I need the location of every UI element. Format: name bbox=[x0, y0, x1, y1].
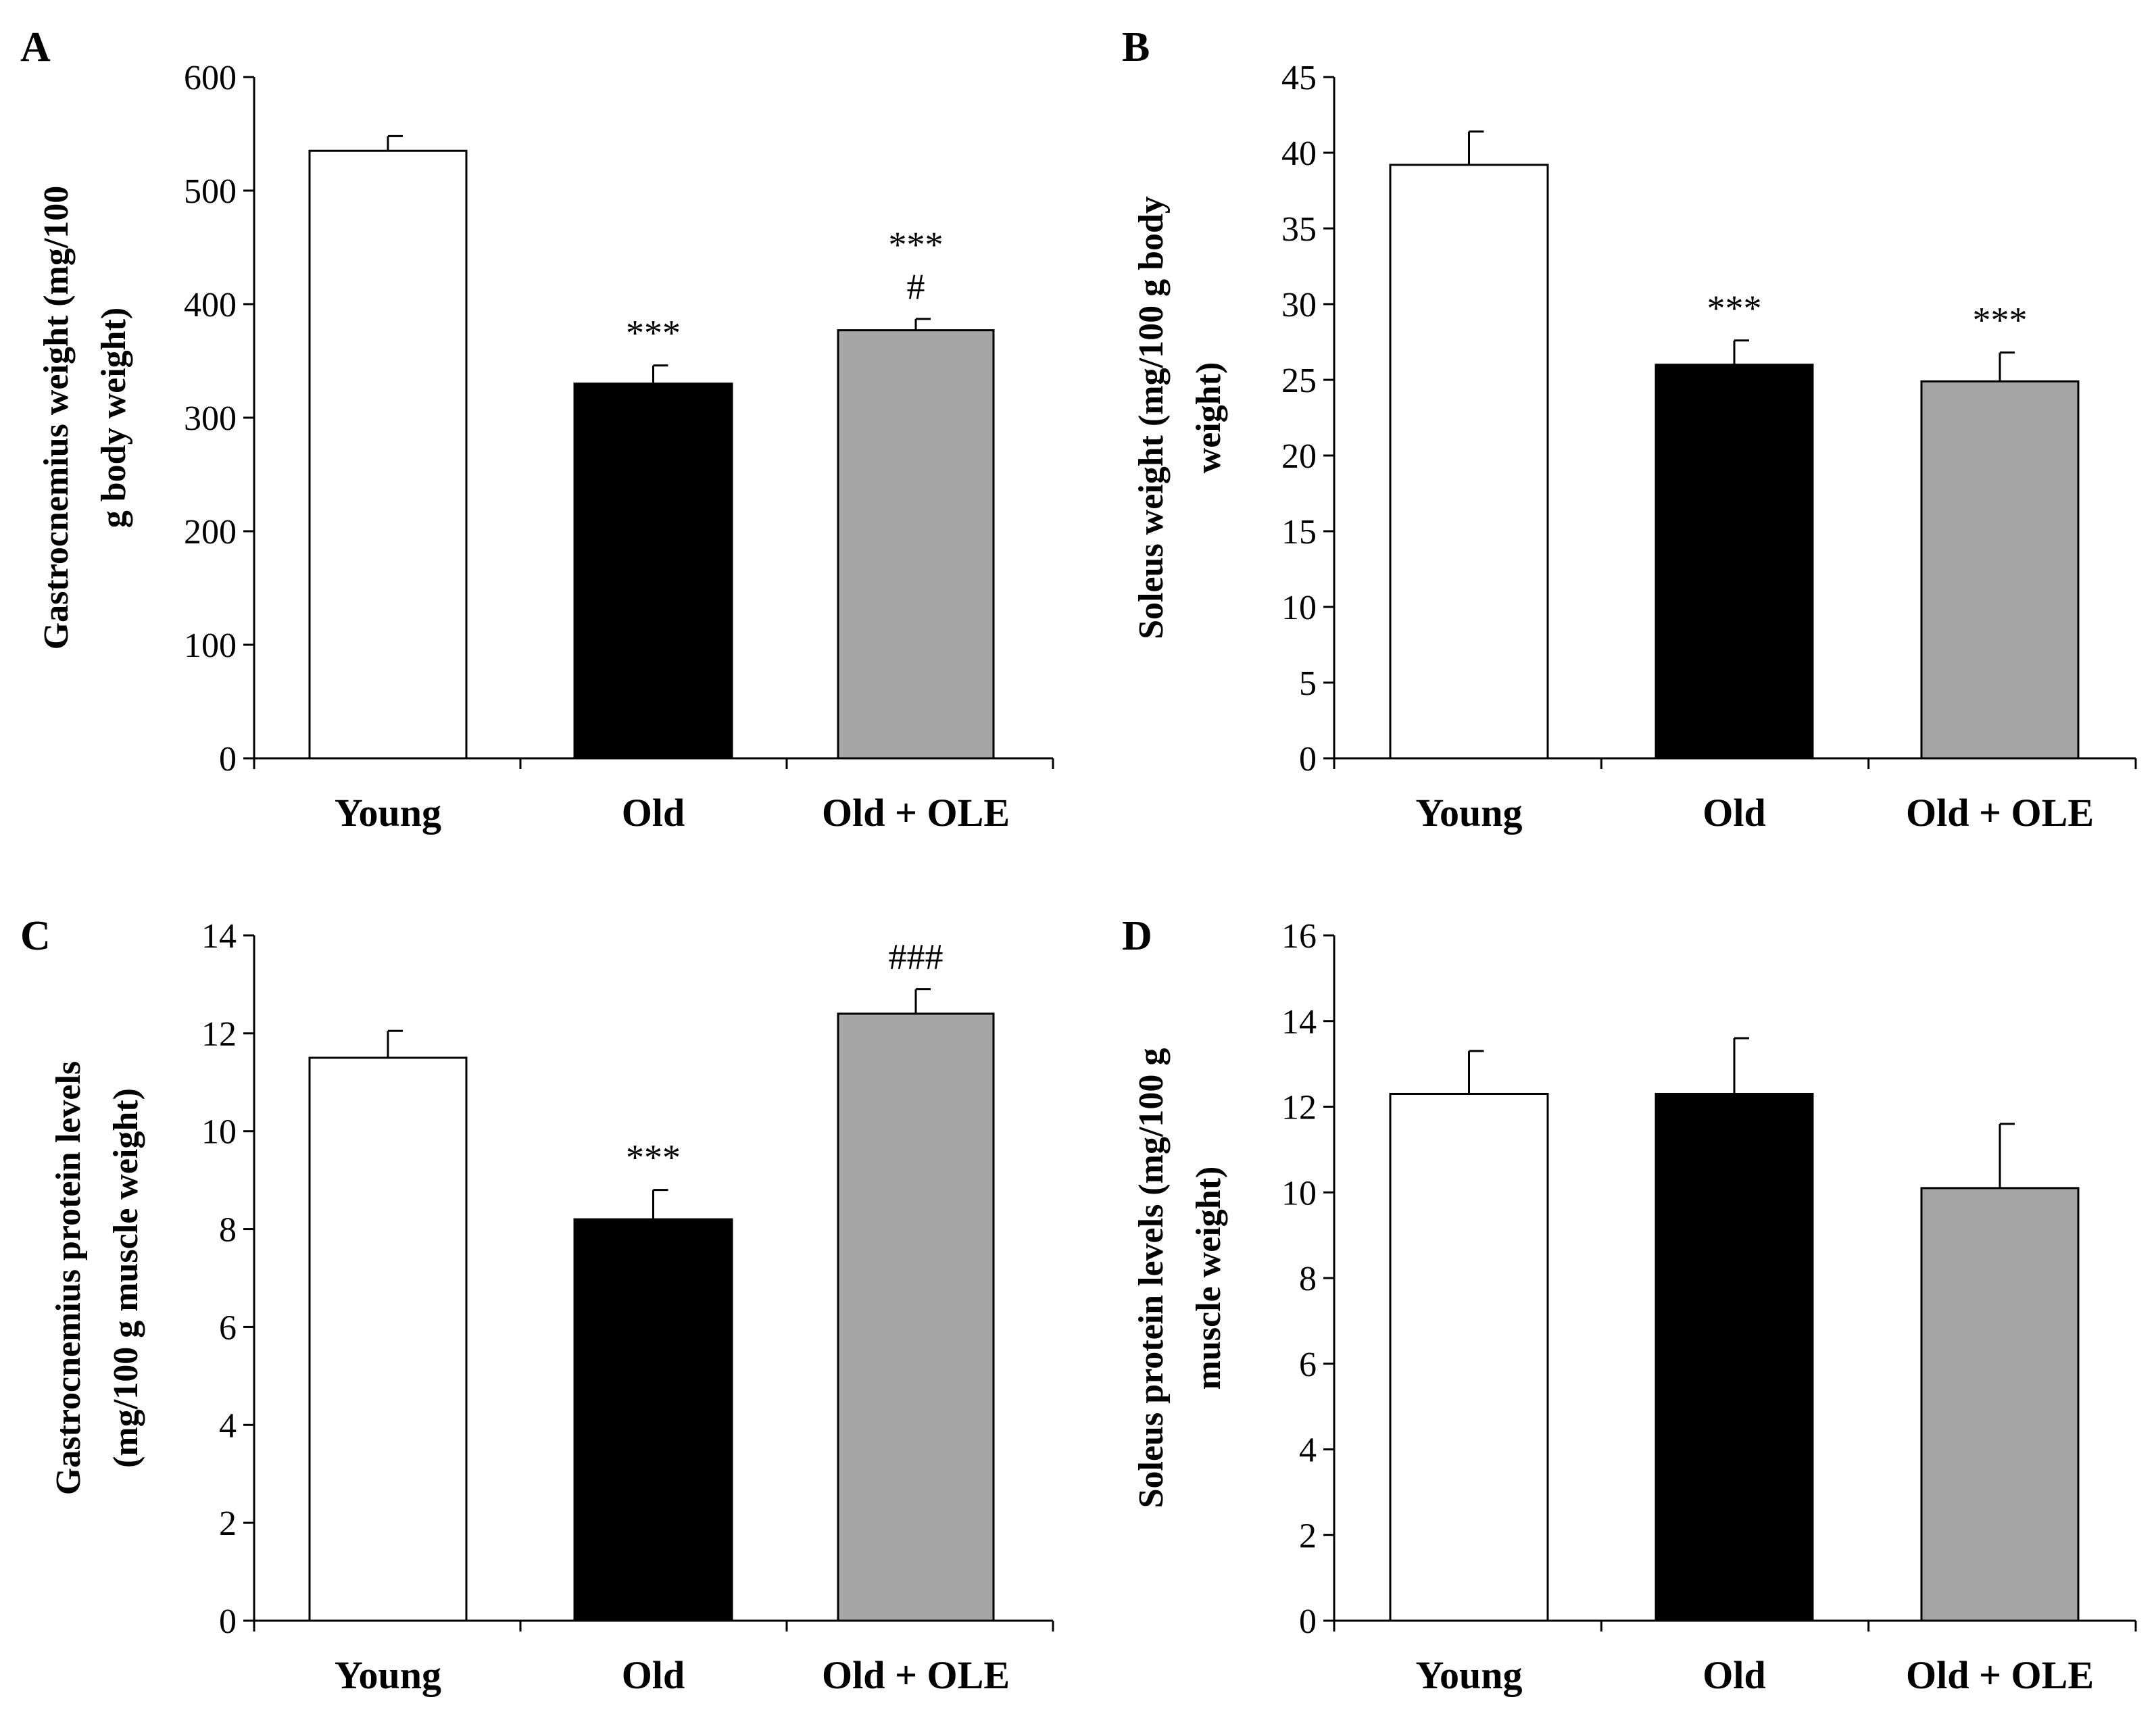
y-tick-label: 0 bbox=[1299, 740, 1317, 779]
significance-label: *** bbox=[626, 1137, 681, 1178]
y-axis-label: muscle weight) bbox=[1190, 1167, 1228, 1390]
y-tick-label: 0 bbox=[219, 740, 237, 779]
y-tick-label: 10 bbox=[1281, 1174, 1317, 1212]
y-tick-label: 6 bbox=[219, 1308, 237, 1347]
x-tick-label: Young bbox=[1416, 791, 1523, 835]
bar-old bbox=[1655, 364, 1814, 760]
y-tick-label: 14 bbox=[1281, 1003, 1317, 1041]
y-tick-label: 40 bbox=[1281, 134, 1317, 173]
x-tick-label: Young bbox=[335, 1653, 441, 1697]
y-axis-label: Gastrocnemius protein levels bbox=[49, 1061, 88, 1495]
x-tick-label: Old + OLE bbox=[822, 791, 1010, 835]
y-tick-label: 4 bbox=[1299, 1431, 1317, 1470]
bar-old-ole bbox=[1920, 1187, 2080, 1622]
y-axis-label: weight) bbox=[1190, 362, 1228, 474]
y-tick-label: 2 bbox=[1299, 1517, 1317, 1555]
y-tick-label: 500 bbox=[184, 172, 237, 211]
significance-label: *** bbox=[1707, 288, 1762, 328]
y-tick-label: 20 bbox=[1281, 437, 1317, 476]
y-axis-label: Gastrocnemius weight (mg/100 bbox=[37, 186, 76, 650]
y-tick-label: 15 bbox=[1281, 513, 1317, 551]
y-tick-label: 14 bbox=[201, 917, 237, 956]
x-tick-label: Old + OLE bbox=[1906, 1653, 2094, 1697]
y-tick-label: 8 bbox=[219, 1211, 237, 1250]
bar-old-ole bbox=[1920, 380, 2080, 760]
x-tick-label: Old bbox=[1702, 791, 1766, 835]
y-tick-label: 16 bbox=[1281, 917, 1317, 956]
y-tick-label: 2 bbox=[219, 1504, 237, 1543]
x-tick-label: Old bbox=[622, 791, 685, 835]
bar-young bbox=[1389, 164, 1549, 760]
y-tick-label: 6 bbox=[1299, 1346, 1317, 1384]
y-tick-label: 30 bbox=[1281, 286, 1317, 324]
y-tick-label: 10 bbox=[1281, 589, 1317, 627]
bar-old bbox=[573, 1218, 733, 1622]
y-axis-label: (mg/100 g muscle weight) bbox=[107, 1088, 145, 1468]
bar-young bbox=[308, 1056, 468, 1622]
y-tick-label: 0 bbox=[1299, 1602, 1317, 1641]
panel-letter: B bbox=[1122, 24, 1150, 70]
y-tick-label: 25 bbox=[1281, 362, 1317, 400]
panel-letter: D bbox=[1122, 913, 1152, 959]
bar-old-ole bbox=[837, 1012, 995, 1622]
y-tick-label: 8 bbox=[1299, 1260, 1317, 1298]
chart-panel-d: D Soleus protein levels (mg/100 g muscle w… bbox=[1122, 913, 2137, 1697]
significance-label: # bbox=[907, 266, 925, 307]
y-tick-label: 12 bbox=[1281, 1089, 1317, 1127]
panel-letter: C bbox=[20, 913, 51, 959]
chart-panel-c: C Gastrocnemius protein levels (mg/100 g m… bbox=[20, 913, 1054, 1697]
y-axis-label: g body weight) bbox=[95, 308, 133, 528]
bar-young bbox=[308, 149, 468, 760]
chart-panel-a: A Gastrocnemius weight (mg/100 g body weig… bbox=[20, 24, 1054, 835]
y-tick-label: 5 bbox=[1299, 664, 1317, 703]
bar-old bbox=[573, 383, 733, 760]
x-tick-label: Young bbox=[335, 791, 441, 835]
y-tick-label: 200 bbox=[184, 513, 237, 551]
x-tick-label: Old bbox=[1702, 1653, 1766, 1697]
y-tick-label: 600 bbox=[184, 59, 237, 97]
bar-old bbox=[1655, 1092, 1814, 1622]
y-tick-label: 35 bbox=[1281, 210, 1317, 249]
significance-label: *** bbox=[1973, 300, 2028, 341]
y-axis-label: Soleus protein levels (mg/100 g bbox=[1132, 1048, 1171, 1509]
y-axis-label: Soleus weight (mg/100 g body bbox=[1132, 196, 1171, 639]
y-tick-label: 10 bbox=[201, 1113, 237, 1152]
x-tick-label: Old + OLE bbox=[822, 1653, 1010, 1697]
significance-label: ### bbox=[889, 937, 944, 977]
significance-label: *** bbox=[889, 224, 944, 265]
bar-old-ole bbox=[837, 329, 995, 760]
y-tick-label: 300 bbox=[184, 399, 237, 438]
bar-young bbox=[1389, 1092, 1549, 1622]
x-tick-label: Young bbox=[1416, 1653, 1523, 1697]
x-tick-label: Old + OLE bbox=[1906, 791, 2094, 835]
y-tick-label: 0 bbox=[219, 1602, 237, 1641]
chart-panel-b: B Soleus weight (mg/100 g body weight) 0 5 10… bbox=[1122, 24, 2137, 835]
x-tick-label: Old bbox=[622, 1653, 685, 1697]
y-tick-label: 400 bbox=[184, 286, 237, 324]
y-tick-label: 45 bbox=[1281, 59, 1317, 97]
y-tick-label: 12 bbox=[201, 1015, 237, 1054]
y-tick-label: 4 bbox=[219, 1406, 237, 1445]
y-tick-label: 100 bbox=[184, 627, 237, 665]
panel-letter: A bbox=[20, 24, 51, 70]
significance-label: *** bbox=[626, 313, 681, 353]
